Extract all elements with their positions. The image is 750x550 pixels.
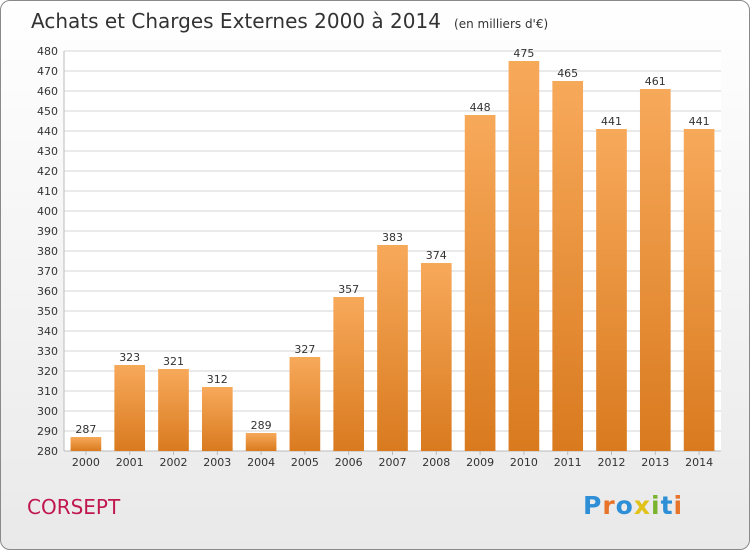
data-label: 441 — [601, 115, 622, 128]
x-tick-label: 2009 — [466, 456, 494, 469]
data-label: 289 — [251, 419, 272, 432]
bar — [377, 245, 408, 451]
x-tick-label: 2008 — [422, 456, 450, 469]
data-label: 448 — [470, 101, 491, 114]
x-tick-label: 2004 — [247, 456, 275, 469]
bar — [333, 297, 365, 451]
logo-letter: P — [583, 491, 603, 520]
y-tick-label: 430 — [37, 145, 58, 158]
bar — [508, 61, 540, 451]
x-tick-label: 2010 — [510, 456, 538, 469]
chart-title: Achats et Charges Externes 2000 à 2014 — [31, 9, 441, 33]
y-tick-label: 330 — [37, 345, 58, 358]
bars — [70, 61, 715, 451]
y-tick-label: 380 — [37, 245, 58, 258]
x-tick-label: 2001 — [116, 456, 144, 469]
y-tick-label: 470 — [37, 65, 58, 78]
y-tick-label: 460 — [37, 85, 58, 98]
data-label: 383 — [382, 231, 403, 244]
y-tick-label: 370 — [37, 265, 58, 278]
data-label: 327 — [294, 343, 315, 356]
y-tick-label: 420 — [37, 165, 58, 178]
bar — [289, 357, 321, 451]
data-label: 357 — [338, 283, 359, 296]
x-tick-label: 2000 — [72, 456, 100, 469]
y-tick-label: 280 — [37, 445, 58, 458]
data-label: 312 — [207, 373, 228, 386]
bar — [114, 365, 146, 451]
place-name: CORSEPT — [27, 495, 121, 519]
data-labels: 287 323 321 312 289 327 357 383 374 448 475 465 441 4… — [75, 47, 709, 436]
x-tick-label: 2002 — [160, 456, 188, 469]
y-tick-label: 450 — [37, 105, 58, 118]
y-tick-label: 400 — [37, 205, 58, 218]
logo-letter: i — [651, 491, 661, 520]
chart-subtitle: (en milliers d'€) — [454, 17, 549, 31]
logo-letter: x — [633, 491, 651, 520]
data-label: 465 — [557, 67, 578, 80]
data-label: 287 — [75, 423, 96, 436]
bar — [464, 115, 496, 451]
bar — [245, 433, 277, 451]
x-tick-label: 2005 — [291, 456, 319, 469]
bar — [596, 129, 627, 451]
x-tick-label: 2006 — [335, 456, 363, 469]
data-label: 441 — [689, 115, 710, 128]
y-tick-label: 290 — [37, 425, 58, 438]
x-tick-label: 2007 — [379, 456, 407, 469]
y-tick-label: 360 — [37, 285, 58, 298]
y-tick-label: 340 — [37, 325, 58, 338]
bar — [552, 81, 584, 451]
y-tick-label: 410 — [37, 185, 58, 198]
x-axis-ticks: 2000 2001 2002 2003 2004 2005 2006 2007 2008 2009… — [72, 451, 713, 469]
logo-letter: r — [602, 491, 616, 520]
y-tick-label: 310 — [37, 385, 58, 398]
title-line: Achats et Charges Externes 2000 à 2014 (… — [31, 9, 548, 33]
logo-letter: t — [660, 491, 674, 520]
y-tick-label: 390 — [37, 225, 58, 238]
bar — [158, 369, 189, 451]
data-label: 323 — [119, 351, 140, 364]
y-tick-label: 350 — [37, 305, 58, 318]
logo-letter: o — [615, 491, 634, 520]
x-tick-label: 2011 — [554, 456, 582, 469]
y-axis-ticks: 280 290 300 310 320 330 340 350 360 370 380 390 400 4… — [37, 45, 58, 458]
x-tick-label: 2013 — [641, 456, 669, 469]
data-label: 321 — [163, 355, 184, 368]
data-label: 461 — [645, 75, 666, 88]
y-tick-label: 480 — [37, 45, 58, 58]
proxiti-logo[interactable]: Proxiti — [583, 491, 683, 520]
y-tick-label: 320 — [37, 365, 58, 378]
y-tick-label: 440 — [37, 125, 58, 138]
bar — [639, 89, 671, 451]
x-tick-label: 2014 — [685, 456, 713, 469]
bar — [683, 129, 715, 451]
x-tick-label: 2003 — [203, 456, 231, 469]
logo-letter: i — [673, 491, 684, 520]
bar — [420, 263, 452, 451]
bar — [70, 437, 102, 451]
x-tick-label: 2012 — [598, 456, 626, 469]
data-label: 374 — [426, 249, 447, 262]
bar — [201, 387, 233, 451]
data-label: 475 — [513, 47, 534, 60]
y-tick-label: 300 — [37, 405, 58, 418]
